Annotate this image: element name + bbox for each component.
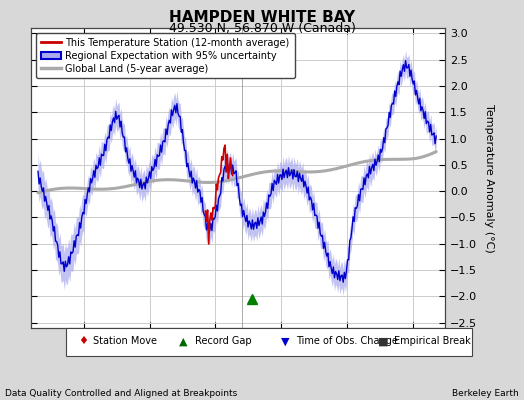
Text: Empirical Break: Empirical Break xyxy=(394,336,471,346)
Text: 49.530 N, 56.870 W (Canada): 49.530 N, 56.870 W (Canada) xyxy=(169,22,355,35)
Text: ▼: ▼ xyxy=(281,336,289,346)
Text: ■: ■ xyxy=(378,336,389,346)
Text: ♦: ♦ xyxy=(78,336,88,346)
FancyBboxPatch shape xyxy=(66,328,472,356)
Legend: This Temperature Station (12-month average), Regional Expectation with 95% uncer: This Temperature Station (12-month avera… xyxy=(36,33,294,78)
Text: Data Quality Controlled and Aligned at Breakpoints: Data Quality Controlled and Aligned at B… xyxy=(5,389,237,398)
Text: Record Gap: Record Gap xyxy=(194,336,252,346)
Text: Berkeley Earth: Berkeley Earth xyxy=(452,389,519,398)
Text: HAMPDEN WHITE BAY: HAMPDEN WHITE BAY xyxy=(169,10,355,25)
Text: Station Move: Station Move xyxy=(93,336,157,346)
Text: Time of Obs. Change: Time of Obs. Change xyxy=(296,336,398,346)
Y-axis label: Temperature Anomaly (°C): Temperature Anomaly (°C) xyxy=(484,104,494,252)
Text: ▲: ▲ xyxy=(179,336,188,346)
